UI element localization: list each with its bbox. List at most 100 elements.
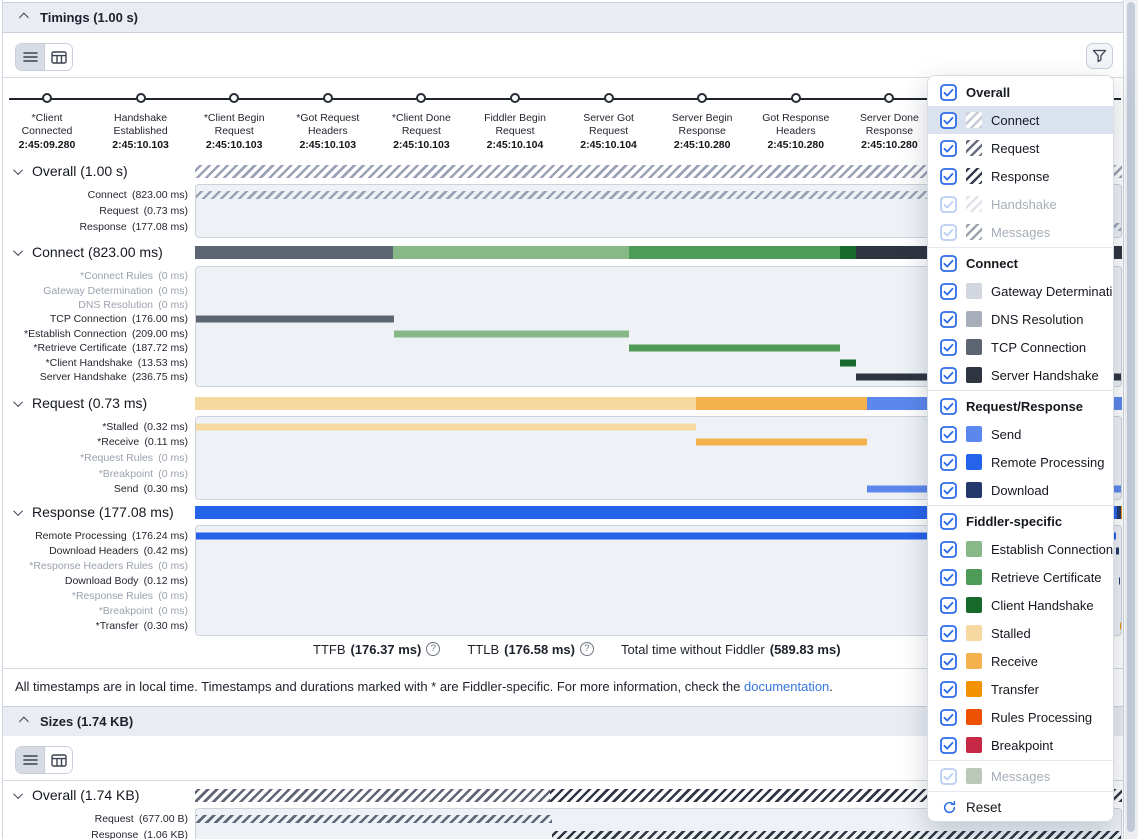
checkbox-checked[interactable] — [940, 597, 957, 614]
collapse-chevron-icon[interactable] — [19, 13, 29, 23]
filter-menu-item-overall[interactable]: Overall — [928, 78, 1113, 106]
filter-menu-item-label: Handshake — [991, 197, 1057, 212]
filter-menu-item-gateway-determination[interactable]: Gateway Determination — [928, 277, 1113, 305]
row-bar-hatch_overall — [196, 191, 956, 199]
filter-menu-item-remote-processing[interactable]: Remote Processing — [928, 448, 1113, 476]
bar-segment-retrieve_certificate — [629, 246, 840, 259]
timings-section-header[interactable]: Timings (1.00 s) — [3, 2, 1123, 33]
checkbox-checked[interactable] — [940, 569, 957, 586]
table-view-button[interactable] — [44, 44, 72, 70]
checkbox-checked[interactable] — [940, 737, 957, 754]
checkbox-checked[interactable] — [940, 140, 957, 157]
checkbox-checked[interactable] — [940, 653, 957, 670]
checkbox-checked[interactable] — [940, 84, 957, 101]
expand-chevron-icon[interactable] — [13, 789, 23, 799]
bar-segment-transfer — [1121, 506, 1122, 519]
filter-menu-item-messages[interactable]: Messages — [928, 218, 1113, 246]
filter-menu-item-receive[interactable]: Receive — [928, 647, 1113, 675]
color-swatch-server-handshake — [966, 367, 982, 383]
filter-menu-item-rules-processing[interactable]: Rules Processing — [928, 703, 1113, 731]
list-view-button[interactable] — [16, 44, 44, 70]
row-label: Request (0.73 ms) — [99, 205, 188, 217]
expand-chevron-icon[interactable] — [13, 246, 23, 256]
filter-menu-item-request[interactable]: Request — [928, 134, 1113, 162]
view-toggle-group — [15, 43, 73, 71]
reset-button[interactable]: Reset — [928, 793, 1113, 821]
checkbox-checked[interactable] — [940, 398, 957, 415]
row-bar-sizes_response — [552, 831, 1121, 839]
filter-menu-item-client-handshake[interactable]: Client Handshake — [928, 591, 1113, 619]
filter-menu-item-transfer[interactable]: Transfer — [928, 675, 1113, 703]
filter-menu-item-request-response[interactable]: Request/Response — [928, 392, 1113, 420]
filter-menu-item-server-handshake[interactable]: Server Handshake — [928, 361, 1113, 389]
list-view-button[interactable] — [16, 747, 44, 773]
checkbox-checked[interactable] — [940, 196, 957, 213]
checkbox-checked[interactable] — [940, 709, 957, 726]
table-view-button[interactable] — [44, 747, 72, 773]
help-icon[interactable]: ? — [580, 642, 594, 656]
checkbox-checked[interactable] — [940, 482, 957, 499]
expand-chevron-icon[interactable] — [13, 165, 23, 175]
filter-funnel-icon — [1092, 49, 1107, 63]
filter-menu-item-stalled[interactable]: Stalled — [928, 619, 1113, 647]
checkbox-checked[interactable] — [940, 681, 957, 698]
color-swatch-messages — [966, 224, 982, 240]
filter-menu-item-dns-resolution[interactable]: DNS Resolution — [928, 305, 1113, 333]
checkbox-checked[interactable] — [940, 454, 957, 471]
filter-menu-item-retrieve-certificate[interactable]: Retrieve Certificate — [928, 563, 1113, 591]
color-swatch-receive — [966, 653, 982, 669]
checkbox-checked[interactable] — [940, 112, 957, 129]
filter-menu-item-tcp-connection[interactable]: TCP Connection — [928, 333, 1113, 361]
filter-button[interactable] — [1086, 43, 1113, 69]
collapse-chevron-icon[interactable] — [19, 717, 29, 727]
checkbox-checked[interactable] — [940, 311, 957, 328]
filter-menu-item-response[interactable]: Response — [928, 162, 1113, 190]
color-swatch-messages — [966, 768, 982, 784]
filter-menu-item-label: Stalled — [991, 626, 1031, 641]
filter-menu-item-download[interactable]: Download — [928, 476, 1113, 504]
expand-chevron-icon[interactable] — [13, 397, 23, 407]
filter-menu-item-handshake[interactable]: Handshake — [928, 190, 1113, 218]
milestone-label: *Got Request Headers — [288, 112, 368, 138]
filter-menu-item-label: Response — [991, 169, 1050, 184]
checkbox-checked[interactable] — [940, 367, 957, 384]
row-label: *Request Rules (0 ms) — [80, 452, 188, 464]
expand-chevron-icon[interactable] — [13, 506, 23, 516]
checkbox-checked[interactable] — [940, 168, 957, 185]
color-swatch-tcp-connection — [966, 339, 982, 355]
row-bar-establish_connection — [394, 330, 629, 337]
checkbox-checked[interactable] — [940, 426, 957, 443]
filter-menu-item-send[interactable]: Send — [928, 420, 1113, 448]
checkbox-checked[interactable] — [940, 255, 957, 272]
bar-segment-tcp_connection — [195, 246, 393, 259]
filter-menu-item-label: DNS Resolution — [991, 312, 1084, 327]
checkbox-checked[interactable] — [940, 339, 957, 356]
filter-menu-item-messages[interactable]: Messages — [928, 762, 1113, 790]
section-title: Request (0.73 ms) — [32, 395, 147, 411]
checkbox-checked[interactable] — [940, 541, 957, 558]
checkbox-checked[interactable] — [940, 625, 957, 642]
filter-menu-item-label: Establish Connection — [991, 542, 1113, 557]
checkbox-checked[interactable] — [940, 513, 957, 530]
checkbox-checked[interactable] — [940, 224, 957, 241]
filter-menu-item-connect[interactable]: Connect — [928, 106, 1113, 134]
filter-menu-item-label: Download — [991, 483, 1049, 498]
filter-menu-item-connect[interactable]: Connect — [928, 249, 1113, 277]
row-label: *Response Headers Rules (0 ms) — [29, 560, 188, 572]
filter-menu-item-fiddler-specific[interactable]: Fiddler-specific — [928, 507, 1113, 535]
help-icon[interactable]: ? — [426, 642, 440, 656]
documentation-link[interactable]: documentation — [744, 679, 829, 694]
scrollbar-track[interactable] — [1125, 0, 1138, 839]
filter-menu-item-establish-connection[interactable]: Establish Connection — [928, 535, 1113, 563]
checkbox-checked[interactable] — [940, 283, 957, 300]
scrollbar-thumb[interactable] — [1127, 2, 1135, 832]
timing-row-response: Response (1.06 KB) — [196, 827, 1121, 839]
row-label: Request (677.00 B) — [95, 813, 188, 825]
milestone-time: 2:45:10.104 — [475, 138, 555, 152]
section-title: Connect (823.00 ms) — [32, 244, 163, 260]
filter-menu-item-breakpoint[interactable]: Breakpoint — [928, 731, 1113, 759]
row-label: *Stalled (0.32 ms) — [102, 421, 188, 433]
filter-menu: OverallConnectRequestResponseHandshakeMe… — [927, 75, 1114, 822]
timeline-milestone-client-done-request: *Client Done Request2:45:10.103 — [381, 93, 461, 152]
checkbox-checked[interactable] — [940, 768, 957, 785]
